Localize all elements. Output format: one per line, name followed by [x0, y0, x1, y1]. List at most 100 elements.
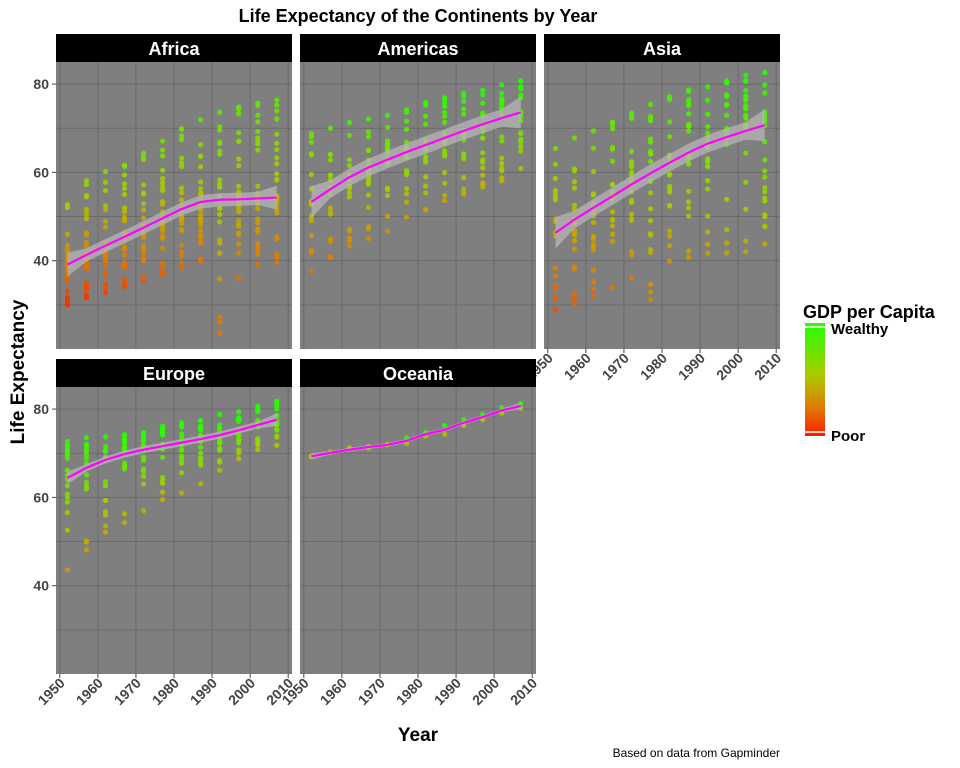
data-point — [327, 211, 334, 217]
data-point — [102, 479, 109, 485]
data-point — [518, 130, 524, 136]
data-point — [552, 197, 559, 203]
data-point — [83, 181, 90, 188]
facet-africa: Africa 40 60 80 — [33, 34, 292, 349]
data-point — [198, 418, 204, 424]
data-point — [308, 152, 315, 158]
data-point — [179, 490, 185, 496]
data-point — [365, 181, 372, 187]
data-point — [308, 249, 315, 256]
data-point — [121, 462, 128, 468]
data-point — [64, 277, 71, 283]
data-point — [64, 499, 71, 505]
data-point — [499, 134, 505, 140]
data-point — [403, 118, 410, 124]
x-tick-label: 1990 — [187, 675, 220, 708]
data-point — [365, 226, 372, 232]
data-point — [179, 197, 185, 203]
data-point — [667, 133, 673, 140]
data-point — [236, 250, 242, 256]
data-point — [346, 226, 353, 232]
data-point — [274, 146, 280, 153]
data-point — [346, 157, 353, 163]
data-point — [179, 190, 185, 196]
data-point — [255, 119, 261, 125]
data-point — [743, 179, 749, 185]
data-point — [64, 288, 71, 294]
data-point — [83, 472, 90, 478]
data-point — [102, 529, 109, 535]
data-point — [365, 134, 372, 140]
data-point — [667, 189, 673, 195]
data-point — [743, 87, 749, 93]
data-point — [724, 227, 730, 233]
data-point — [64, 567, 71, 573]
data-point — [308, 133, 315, 140]
data-point — [102, 271, 109, 278]
data-point — [384, 124, 391, 130]
facet-strip-label: Americas — [377, 39, 458, 59]
data-point — [442, 103, 448, 109]
data-point — [140, 273, 147, 280]
data-point — [762, 214, 768, 220]
data-point — [198, 240, 204, 246]
x-tick-label: 1960 — [561, 350, 594, 383]
data-point — [236, 130, 242, 136]
data-point — [327, 172, 334, 178]
data-point — [217, 219, 223, 225]
data-point — [423, 206, 429, 213]
data-point — [198, 153, 204, 160]
data-point — [255, 135, 261, 141]
data-point — [403, 186, 410, 192]
data-point — [480, 172, 486, 178]
data-point — [743, 93, 749, 99]
data-point — [159, 153, 166, 159]
y-tick-label: 80 — [33, 401, 49, 417]
x-tick-label: 2000 — [225, 675, 258, 708]
data-point — [255, 147, 261, 153]
data-point — [518, 92, 524, 98]
data-point — [140, 207, 147, 213]
data-point — [236, 447, 242, 453]
data-point — [628, 148, 635, 155]
data-point — [762, 198, 768, 204]
data-point — [83, 455, 90, 461]
data-point — [121, 259, 128, 265]
data-point — [552, 191, 559, 197]
data-point — [274, 116, 280, 122]
data-point — [236, 231, 242, 237]
data-point — [762, 224, 768, 230]
data-point — [724, 102, 730, 108]
data-point — [461, 98, 467, 104]
data-point — [140, 150, 147, 156]
data-point — [198, 186, 204, 192]
data-point — [198, 142, 204, 148]
data-point — [198, 462, 204, 468]
data-point — [518, 143, 524, 149]
data-point — [667, 228, 673, 234]
data-point — [159, 477, 166, 483]
data-point — [198, 179, 204, 185]
data-point — [121, 283, 128, 289]
data-point — [552, 273, 559, 279]
data-point — [140, 481, 147, 487]
data-point — [552, 297, 559, 303]
data-point — [102, 282, 109, 288]
data-point — [179, 456, 185, 462]
data-point — [64, 509, 71, 516]
data-point — [274, 102, 280, 108]
data-point — [217, 240, 223, 246]
data-point — [217, 250, 223, 256]
data-point — [499, 175, 505, 181]
data-point — [140, 473, 147, 479]
data-point — [647, 247, 654, 253]
legend-title: GDP per Capita — [803, 302, 936, 322]
data-point — [442, 198, 448, 204]
y-tick-label: 60 — [33, 164, 49, 180]
data-point — [552, 161, 559, 167]
data-point — [686, 188, 692, 194]
data-point — [102, 434, 109, 440]
data-point — [140, 191, 147, 197]
data-point — [83, 294, 90, 300]
